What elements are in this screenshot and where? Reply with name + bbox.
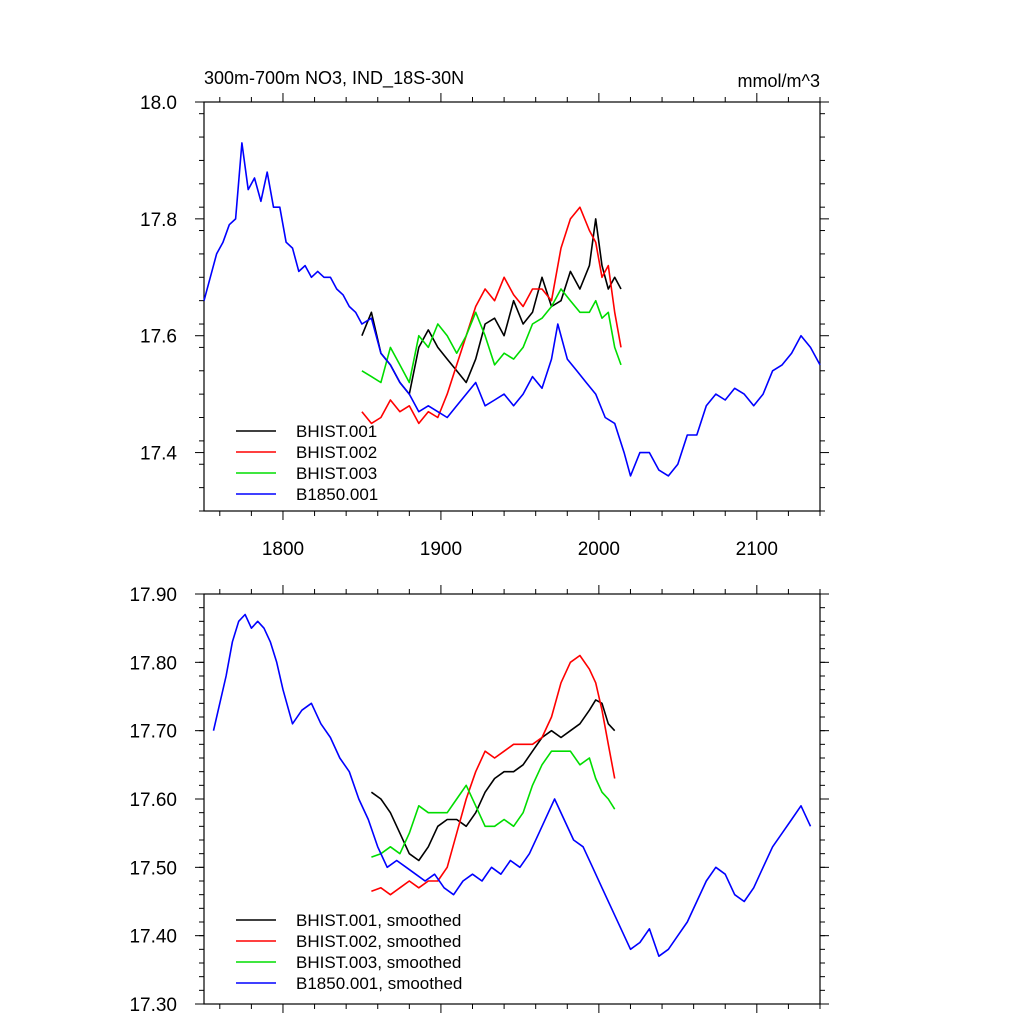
- top-series-line-3: [361, 288, 622, 384]
- bottom-legend: BHIST.001, smoothed BHIST.002, smoothed BH…: [236, 911, 462, 993]
- top-y-tick-label: 17.4: [140, 444, 177, 465]
- top-series-group: [203, 142, 821, 477]
- bottom-legend-label-3: BHIST.003, smoothed: [296, 953, 461, 972]
- bottom-y-tick-label: 17.90: [129, 585, 177, 606]
- top-legend-label-3: BHIST.003: [296, 464, 377, 483]
- bottom-legend-label-4: B1850.001, smoothed: [296, 974, 462, 993]
- bottom-legend-label-1: BHIST.001, smoothed: [296, 911, 461, 930]
- top-x-tick-label: 1800: [262, 539, 304, 560]
- top-legend: BHIST.001 BHIST.002 BHIST.003 B1850.001: [236, 422, 378, 504]
- top-axis-ticks: 1800 1900 2000 2100 17.4 17.6 17.8 18.0: [140, 93, 829, 560]
- top-x-tick-label: 2000: [578, 539, 620, 560]
- bottom-y-tick-label: 17.30: [129, 995, 177, 1016]
- top-y-tick-label: 18.0: [140, 93, 177, 114]
- top-x-tick-label: 1900: [420, 539, 462, 560]
- top-y-tick-label: 17.6: [140, 327, 177, 348]
- bottom-series-line-2: [371, 654, 616, 896]
- top-legend-label-4: B1850.001: [296, 485, 378, 504]
- top-legend-label-2: BHIST.002: [296, 443, 377, 462]
- bottom-y-tick-label: 17.70: [129, 722, 177, 743]
- top-y-tick-label: 17.8: [140, 210, 177, 231]
- bottom-y-tick-label: 17.60: [129, 790, 177, 811]
- top-series-line-2: [361, 206, 622, 425]
- bottom-y-tick-label: 17.80: [129, 653, 177, 674]
- bottom-y-tick-label: 17.50: [129, 858, 177, 879]
- bottom-series-group: [212, 613, 812, 958]
- bottom-y-tick-label: 17.40: [129, 927, 177, 948]
- bottom-axis-ticks: 17.30 17.40 17.50 17.60 17.70 17.80 17.90: [129, 585, 829, 1016]
- top-x-tick-label: 2100: [736, 539, 778, 560]
- bottom-series-line-1: [370, 699, 616, 862]
- chart-title: 300m-700m NO3, IND_18S-30N: [204, 68, 464, 89]
- top-legend-label-1: BHIST.001: [296, 422, 377, 441]
- units-label: mmol/m^3: [738, 71, 820, 91]
- bottom-series-line-3: [371, 750, 616, 858]
- top-series-line-4: [203, 142, 821, 477]
- bottom-series-line-4: [212, 613, 812, 958]
- top-plot-frame: [203, 101, 821, 512]
- bottom-legend-label-2: BHIST.002, smoothed: [296, 932, 461, 951]
